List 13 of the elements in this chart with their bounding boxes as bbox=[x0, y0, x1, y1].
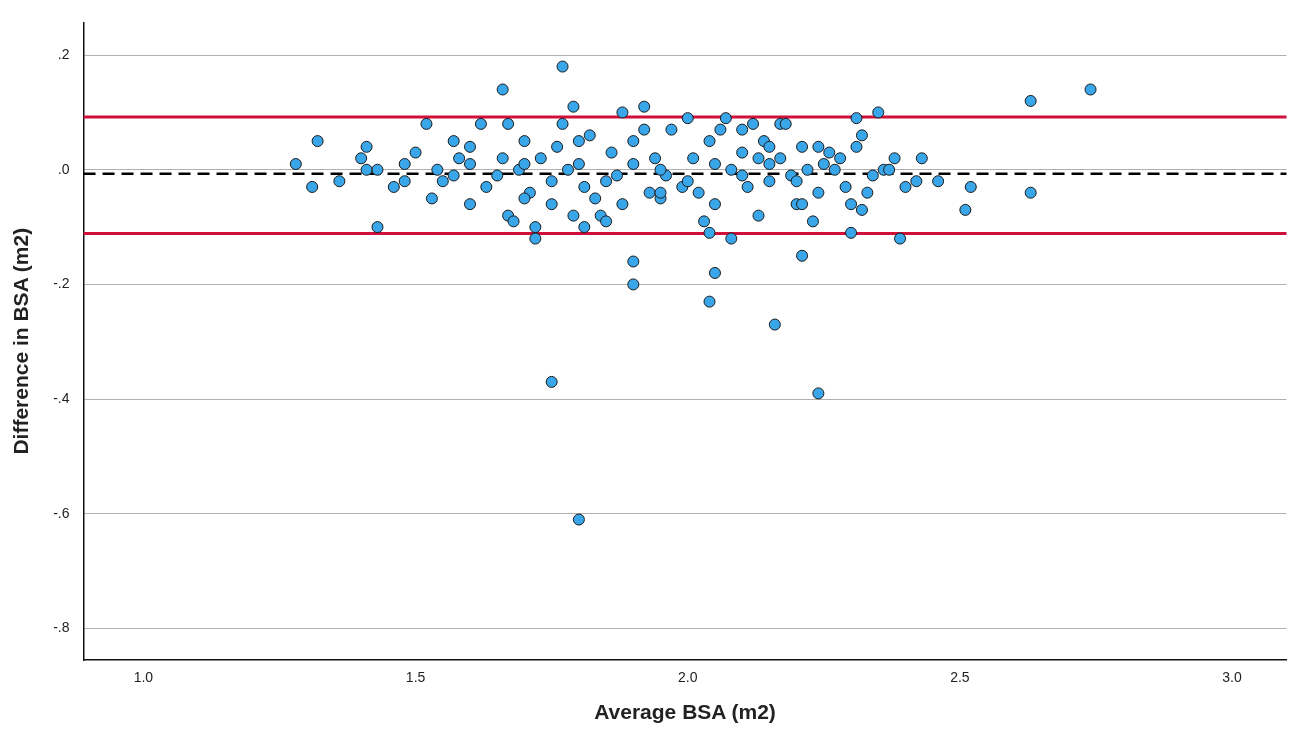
y-tick-label: .2 bbox=[57, 45, 70, 62]
y-tick-label: -.2 bbox=[53, 275, 70, 292]
x-tick-label: 1.0 bbox=[133, 669, 154, 686]
x-tick-label: 1.5 bbox=[405, 669, 426, 686]
y-tick-label: -.6 bbox=[53, 504, 70, 521]
y-tick-label: -.4 bbox=[53, 389, 70, 406]
x-tick-label: 3.0 bbox=[1222, 669, 1243, 686]
y-tick-label: .0 bbox=[57, 160, 70, 177]
x-tick-label: 2.5 bbox=[950, 669, 970, 686]
x-axis-title: Average BSA (m2) bbox=[594, 700, 776, 724]
y-axis-title: Difference in BSA (m2) bbox=[9, 227, 33, 455]
x-tick-label: 2.0 bbox=[678, 669, 698, 686]
y-tick-label: -.8 bbox=[53, 619, 70, 636]
